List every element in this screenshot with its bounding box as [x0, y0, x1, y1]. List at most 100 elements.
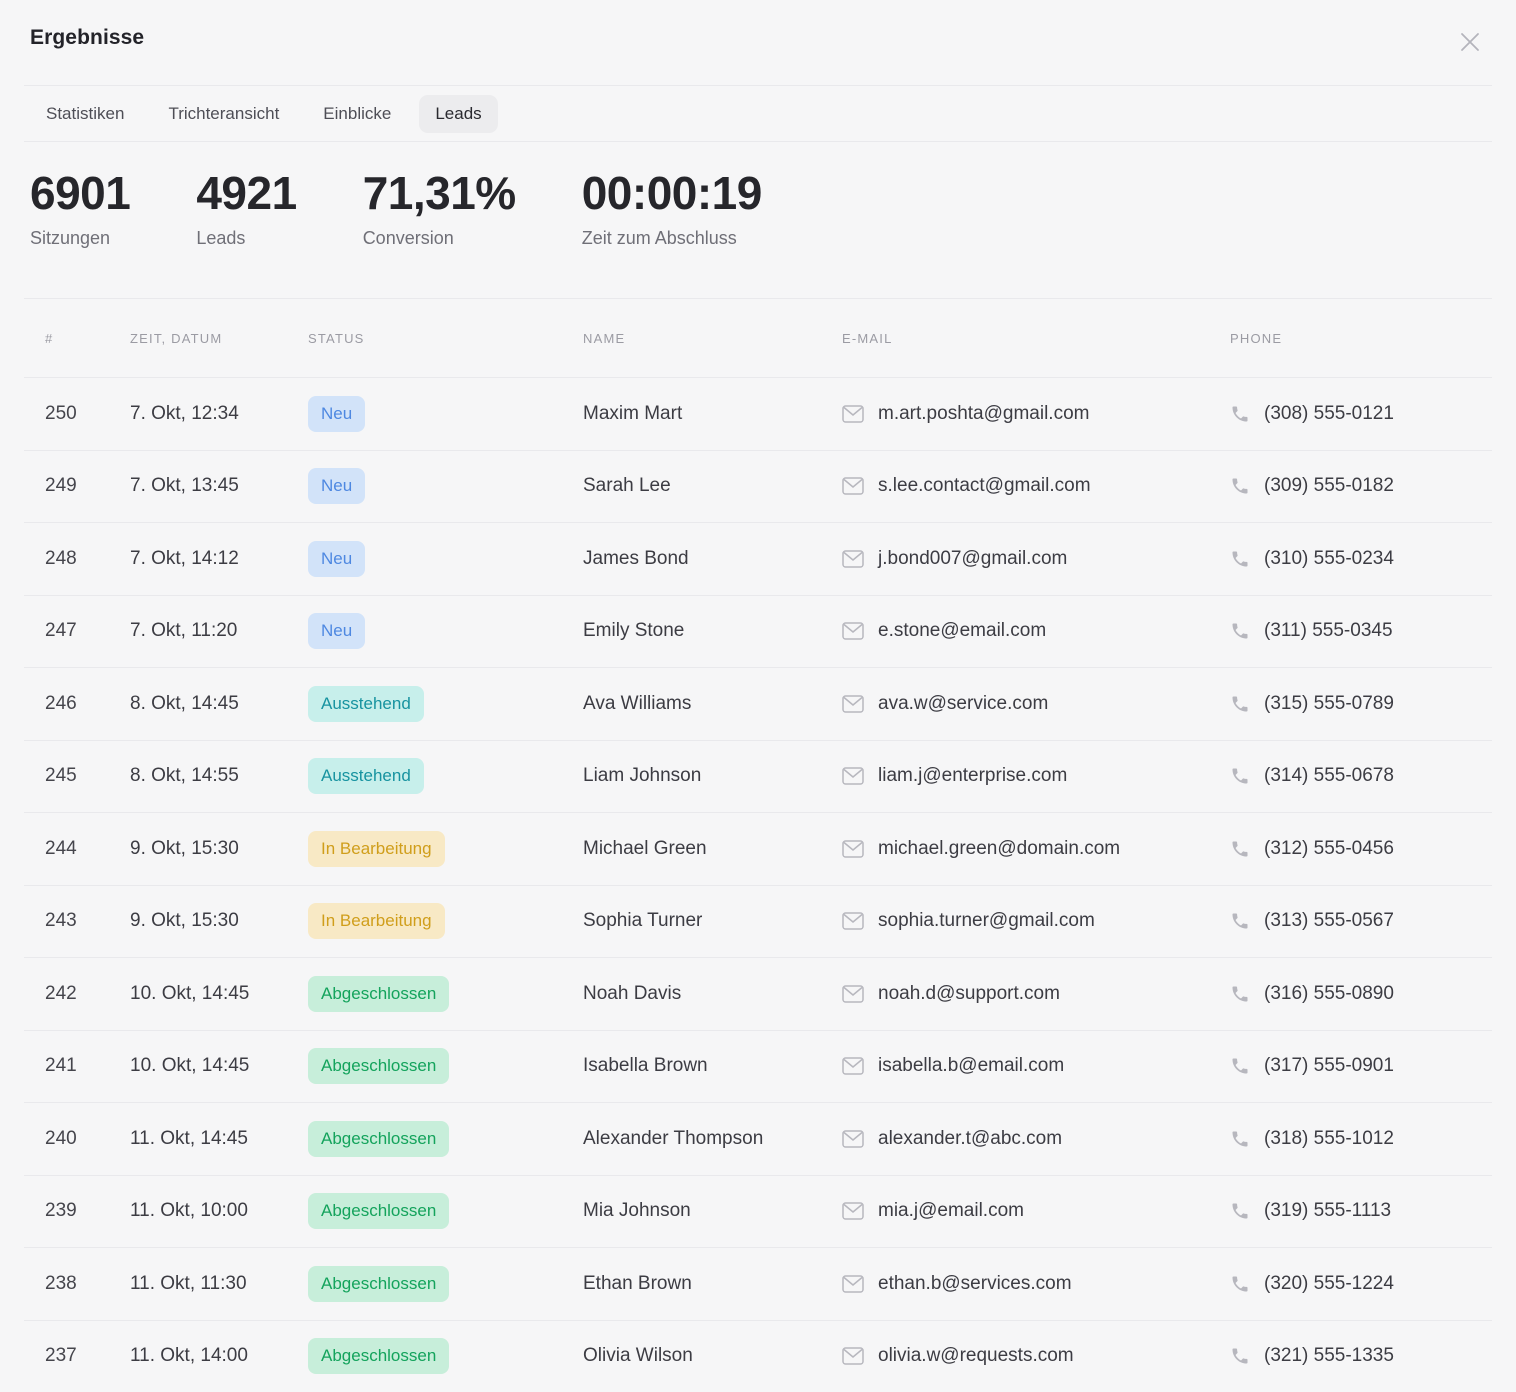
- lead-datetime: 7. Okt, 11:20: [130, 620, 238, 642]
- phone-icon: [1232, 623, 1248, 639]
- table-row[interactable]: 246 8. Okt, 14:45 Ausstehend Ava William…: [24, 668, 1492, 741]
- lead-email-text: s.lee.contact@gmail.com: [878, 475, 1091, 497]
- table-row[interactable]: 240 11. Okt, 14:45 Abgeschlossen Alexand…: [24, 1103, 1492, 1176]
- lead-phone: (313) 555-0567: [1230, 910, 1492, 932]
- lead-number: 241: [45, 1055, 77, 1077]
- phone-icon: [1232, 551, 1248, 567]
- phone-icon: [1232, 913, 1248, 929]
- lead-phone: (315) 555-0789: [1230, 693, 1492, 715]
- envelope-icon: [842, 405, 864, 423]
- phone-icon: [1232, 1348, 1248, 1364]
- lead-name: Alexander Thompson: [583, 1127, 764, 1149]
- lead-datetime: 8. Okt, 14:55: [130, 765, 239, 787]
- lead-datetime: 9. Okt, 15:30: [130, 837, 239, 859]
- lead-email: olivia.w@requests.com: [842, 1345, 1230, 1367]
- lead-datetime: 8. Okt, 14:45: [130, 692, 239, 714]
- table-row[interactable]: 238 11. Okt, 11:30 Abgeschlossen Ethan B…: [24, 1248, 1492, 1321]
- stat-block: 6901 Sitzungen: [30, 167, 131, 298]
- lead-name: Noah Davis: [583, 982, 682, 1004]
- lead-email-text: mia.j@email.com: [878, 1200, 1024, 1222]
- status-badge: Abgeschlossen: [308, 975, 450, 1012]
- status-badge: In Bearbeitung: [308, 830, 445, 867]
- lead-name: Maxim Mart: [583, 402, 683, 424]
- lead-phone-text: (308) 555-0121: [1264, 402, 1394, 424]
- table-row[interactable]: 243 9. Okt, 15:30 In Bearbeitung Sophia …: [24, 886, 1492, 958]
- lead-number: 242: [45, 982, 77, 1004]
- lead-phone-text: (316) 555-0890: [1264, 982, 1394, 1004]
- status-badge: Ausstehend: [308, 685, 424, 722]
- stat-label: Zeit zum Abschluss: [581, 227, 737, 248]
- status-badge: In Bearbeitung: [308, 903, 445, 940]
- tab-leads[interactable]: Leads: [419, 94, 498, 133]
- phone-icon: [1232, 768, 1248, 784]
- lead-number: 240: [45, 1127, 77, 1149]
- lead-email-text: isabella.b@email.com: [878, 1055, 1065, 1077]
- status-badge: Abgeschlossen: [308, 1120, 450, 1157]
- table-row[interactable]: 247 7. Okt, 11:20 Neu Emily Stone e.ston…: [24, 596, 1492, 668]
- column-header: E-MAIL: [842, 330, 893, 346]
- table-row[interactable]: 245 8. Okt, 14:55 Ausstehend Liam Johnso…: [24, 741, 1492, 813]
- table-header: # ZEIT, DATUM STATUS NAME E-MAIL PHONE: [24, 299, 1492, 378]
- lead-email: e.stone@email.com: [842, 620, 1230, 642]
- tab-trichteransicht[interactable]: Trichteransicht: [152, 95, 295, 133]
- lead-name: Sophia Turner: [583, 910, 703, 932]
- lead-email-text: ava.w@service.com: [878, 692, 1049, 714]
- lead-email: m.art.poshta@gmail.com: [842, 403, 1230, 425]
- lead-email: j.bond007@gmail.com: [842, 548, 1230, 570]
- lead-phone: (310) 555-0234: [1230, 548, 1492, 570]
- tab-statistiken[interactable]: Statistiken: [30, 95, 140, 133]
- table-row[interactable]: 241 10. Okt, 14:45 Abgeschlossen Isabell…: [24, 1031, 1492, 1103]
- leads-table: # ZEIT, DATUM STATUS NAME E-MAIL PHONE 250 7.…: [0, 299, 1516, 1392]
- lead-datetime: 11. Okt, 11:30: [130, 1272, 247, 1294]
- table-row[interactable]: 249 7. Okt, 13:45 Neu Sarah Lee s.lee.co…: [24, 451, 1492, 523]
- lead-number: 244: [45, 837, 77, 859]
- lead-phone-text: (311) 555-0345: [1264, 620, 1393, 642]
- lead-email: ethan.b@services.com: [842, 1273, 1230, 1295]
- table-row[interactable]: 250 7. Okt, 12:34 Neu Maxim Mart m.art.p…: [24, 378, 1492, 451]
- lead-name: James Bond: [583, 547, 689, 569]
- envelope-icon: [842, 1130, 864, 1148]
- lead-email: isabella.b@email.com: [842, 1055, 1230, 1077]
- lead-email-text: sophia.turner@gmail.com: [878, 910, 1095, 932]
- lead-name: Olivia Wilson: [583, 1345, 693, 1367]
- lead-phone-text: (315) 555-0789: [1264, 692, 1394, 714]
- table-row[interactable]: 248 7. Okt, 14:12 Neu James Bond j.bond0…: [24, 523, 1492, 596]
- lead-email: sophia.turner@gmail.com: [842, 910, 1230, 932]
- tab-einblicke[interactable]: Einblicke: [307, 95, 407, 133]
- lead-datetime: 7. Okt, 13:45: [130, 475, 239, 497]
- lead-email-text: ethan.b@services.com: [878, 1272, 1072, 1294]
- table-row[interactable]: 239 11. Okt, 10:00 Abgeschlossen Mia Joh…: [24, 1176, 1492, 1248]
- lead-phone: (321) 555-1335: [1230, 1345, 1492, 1367]
- envelope-icon: [842, 622, 864, 640]
- envelope-icon: [842, 985, 864, 1003]
- lead-email-text: m.art.poshta@gmail.com: [878, 402, 1090, 424]
- lead-phone-text: (313) 555-0567: [1264, 910, 1394, 932]
- page-title: Ergebnisse: [30, 26, 145, 49]
- phone-icon: [1232, 1203, 1248, 1219]
- lead-email: ava.w@service.com: [842, 693, 1230, 715]
- lead-phone: (311) 555-0345: [1230, 620, 1492, 642]
- stat-value: 00:00:19: [581, 167, 763, 219]
- lead-email: mia.j@email.com: [842, 1200, 1230, 1222]
- column-header: #: [45, 330, 54, 346]
- status-badge: Neu: [308, 613, 366, 650]
- envelope-icon: [842, 1275, 864, 1293]
- lead-phone-text: (309) 555-0182: [1264, 475, 1394, 497]
- stat-block: 71,31% Conversion: [363, 168, 517, 298]
- table-row[interactable]: 242 10. Okt, 14:45 Abgeschlossen Noah Da…: [24, 958, 1492, 1031]
- lead-phone: (308) 555-0121: [1230, 403, 1492, 425]
- phone-icon: [1232, 1276, 1248, 1292]
- lead-email-text: michael.green@domain.com: [878, 837, 1121, 859]
- table-row[interactable]: 244 9. Okt, 15:30 In Bearbeitung Michael…: [24, 813, 1492, 886]
- column-header: NAME: [583, 330, 626, 346]
- lead-phone-text: (318) 555-1012: [1264, 1127, 1394, 1149]
- lead-name: Isabella Brown: [583, 1055, 708, 1077]
- table-row[interactable]: 237 11. Okt, 14:00 Abgeschlossen Olivia …: [24, 1321, 1492, 1392]
- stat-value: 6901: [30, 167, 131, 219]
- lead-email-text: liam.j@enterprise.com: [878, 765, 1068, 787]
- lead-name: Emily Stone: [583, 620, 685, 642]
- lead-email: alexander.t@abc.com: [842, 1128, 1230, 1150]
- close-button[interactable]: [1456, 28, 1484, 56]
- envelope-icon: [842, 550, 864, 568]
- lead-datetime: 11. Okt, 14:00: [130, 1345, 248, 1367]
